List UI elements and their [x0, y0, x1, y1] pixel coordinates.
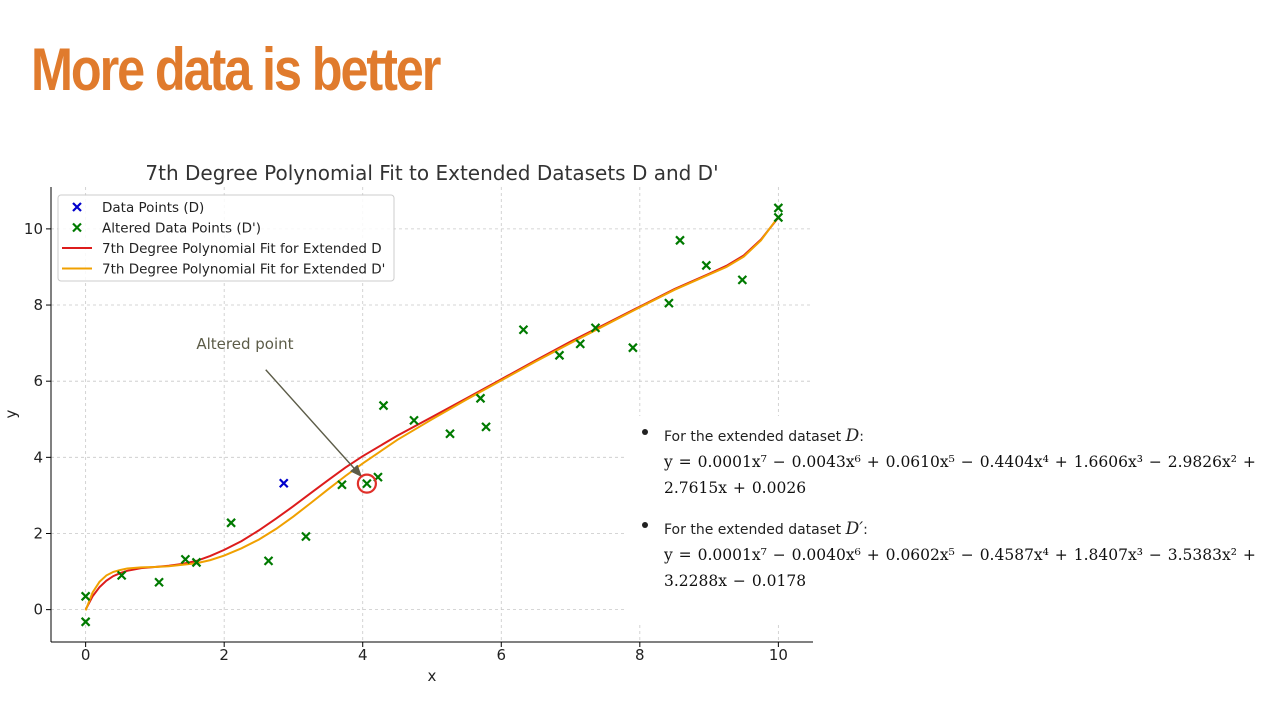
legend-label: 7th Degree Polynomial Fit for Extended D — [102, 241, 382, 257]
data-point-series-1 — [773, 212, 784, 223]
legend-label: Data Points (D) — [102, 200, 204, 216]
dataset-symbol: D′ — [845, 519, 864, 539]
data-point-series-1 — [664, 298, 674, 308]
equation-item-d-prime: For the extended dataset D′: y = 0.0001x… — [626, 517, 1276, 594]
data-point-series-1 — [116, 570, 127, 581]
equation-text: y = 0.0001x⁷ − 0.0043x⁶ + 0.0610x⁵ − 0.4… — [664, 453, 1256, 497]
dataset-symbol: D — [845, 426, 860, 446]
axes — [50, 187, 813, 643]
data-point-series-0 — [278, 478, 289, 489]
data-point-series-1 — [675, 235, 685, 246]
data-point-series-1 — [191, 557, 202, 568]
y-tick-label: 4 — [33, 448, 43, 466]
data-point-series-1 — [445, 428, 455, 439]
x-tick-label: 10 — [769, 646, 788, 664]
data-point-series-1 — [362, 478, 372, 489]
legend-swatch-marker — [72, 222, 82, 233]
x-axis-label: x — [428, 667, 437, 685]
data-point-series-1 — [481, 422, 491, 432]
x-tick-label: 2 — [219, 646, 229, 664]
y-tick-label: 2 — [33, 524, 43, 542]
bullet-icon — [642, 429, 648, 435]
slide-title: More data is better — [31, 36, 441, 103]
legend-label: 7th Degree Polynomial Fit for Extended D… — [102, 262, 385, 278]
legend-box — [57, 194, 395, 282]
bullet-icon — [642, 522, 648, 528]
legend: Data Points (D) Altered Data Points (D') 7… — [57, 194, 395, 282]
data-point-series-1 — [554, 350, 565, 361]
fit-curves — [84, 216, 780, 611]
equation-intro: For the extended dataset D: — [664, 424, 1276, 449]
equation-item-d: For the extended dataset D: y = 0.0001x⁷… — [626, 424, 1276, 501]
annotations: Altered point — [196, 335, 377, 494]
altered-point-circle — [356, 473, 377, 494]
data-point-series-1 — [773, 203, 784, 213]
equation-intro-text: For the extended dataset — [664, 522, 842, 538]
axis-ticks: 0 2 4 6 8 10 0 2 4 6 8 10 — [24, 220, 788, 664]
data-point-series-1 — [475, 393, 486, 404]
x-tick-label: 4 — [358, 646, 368, 664]
data-point-series-1 — [378, 400, 389, 411]
data-point-series-1 — [628, 342, 638, 353]
y-axis-label: y — [2, 409, 20, 418]
equation-intro-suffix: : — [859, 429, 864, 445]
data-point-series-1 — [80, 617, 91, 627]
data-point-series-1 — [409, 415, 419, 426]
y-tick-label: 10 — [24, 220, 43, 238]
equation-intro-text: For the extended dataset — [664, 429, 842, 445]
data-point-series-1 — [590, 323, 601, 333]
fit-line-series-3 — [84, 216, 780, 611]
x-tick-label: 6 — [496, 646, 506, 664]
data-point-series-1 — [80, 591, 91, 602]
data-point-series-1 — [737, 275, 748, 285]
y-tick-label: 8 — [33, 296, 43, 314]
chart-title: 7th Degree Polynomial Fit to Extended Da… — [145, 161, 718, 185]
data-point-series-1 — [180, 554, 191, 565]
equation-intro-suffix: : — [863, 522, 868, 538]
legend-swatch-marker — [72, 202, 82, 212]
data-point-series-1 — [154, 577, 164, 587]
equation-intro: For the extended dataset D′: — [664, 517, 1276, 542]
equation-text: y = 0.0001x⁷ − 0.0040x⁶ + 0.0602x⁵ − 0.4… — [664, 546, 1256, 590]
data-point-series-1 — [263, 556, 274, 566]
equations-panel: For the extended dataset D: y = 0.0001x⁷… — [626, 416, 1276, 624]
data-point-series-1 — [337, 479, 347, 490]
data-point-series-1 — [301, 531, 311, 542]
data-point-series-1 — [518, 325, 529, 335]
legend-label: Altered Data Points (D') — [102, 221, 261, 237]
annotation-arrow — [265, 369, 363, 478]
data-points — [80, 203, 784, 627]
data-point-series-1 — [575, 339, 586, 349]
annotation-label: Altered point — [196, 335, 293, 353]
data-point-series-1 — [226, 518, 236, 528]
x-tick-label: 0 — [81, 646, 91, 664]
data-point-series-1 — [701, 260, 712, 271]
x-tick-label: 8 — [635, 646, 645, 664]
y-tick-label: 6 — [33, 372, 43, 390]
y-tick-label: 0 — [33, 601, 43, 619]
